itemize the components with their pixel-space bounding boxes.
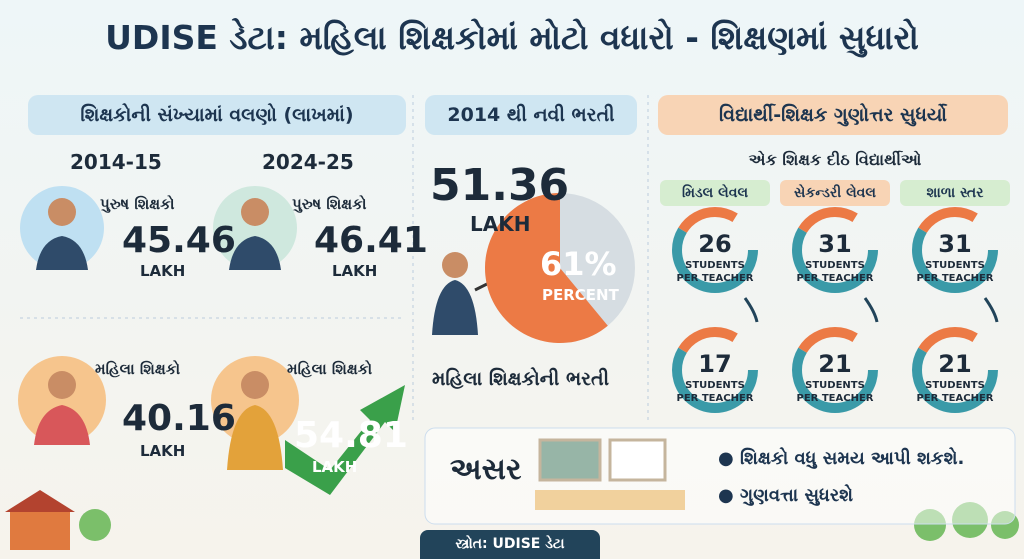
- male-value: 46.41: [314, 220, 428, 261]
- ratio-unit: STUDENTS: [685, 260, 745, 271]
- panel-heading: શિક્ષકોની સંખ્યામાં વલણો (લાખમાં): [28, 95, 406, 135]
- ratio-unit: PER TEACHER: [916, 273, 994, 284]
- ratio-unit: PER TEACHER: [676, 393, 754, 404]
- series-label: મહિલા શિક્ષકો: [95, 360, 181, 378]
- year: 2024-25: [262, 150, 354, 174]
- ratio-ring-accent: [792, 327, 878, 413]
- pie-slice: [485, 193, 608, 344]
- female-value: 54.81: [294, 415, 408, 456]
- unit: LAKH: [140, 262, 186, 280]
- ratio-value: 26: [698, 230, 732, 258]
- level-pill: મિડલ લેવલ: [660, 180, 770, 206]
- ratio-unit: STUDENTS: [685, 380, 745, 391]
- panel-heading: 2014 થી નવી ભરતી: [425, 95, 637, 135]
- unit: LAKH: [332, 262, 378, 280]
- avatar-bg: [211, 356, 299, 444]
- impact-point: ● ગુણવત્તા સુધરશે: [718, 485, 854, 506]
- subheading: એક શિક્ષક દીઠ વિદ્યાર્થીઓ: [748, 150, 922, 169]
- caption: મહિલા શિક્ષકોની ભરતી: [432, 368, 610, 390]
- ratio-ring: [792, 207, 878, 293]
- ratio-unit: STUDENTS: [925, 260, 985, 271]
- male-value: 45.46: [122, 220, 236, 261]
- school-icon: [5, 490, 75, 550]
- ratio-ring-accent: [672, 327, 758, 413]
- share-unit: PERCENT: [542, 286, 619, 304]
- female-value: 40.16: [122, 398, 236, 439]
- title: UDISE ડેટા: મહિલા શિક્ષકોમાં મોટો વધારો …: [105, 18, 919, 57]
- level-pill: શાળા સ્તર: [900, 180, 1010, 206]
- female-icon: [34, 371, 90, 445]
- male-icon: [229, 198, 281, 270]
- ratio-unit: STUDENTS: [925, 380, 985, 391]
- ratio-unit: PER TEACHER: [796, 393, 874, 404]
- ratio-ring: [792, 327, 878, 413]
- impact-text: ગુણવત્તા સુધરશે: [739, 485, 854, 506]
- series-label: પુરુષ શિક્ષકો: [292, 195, 367, 213]
- footer: સ્ત્રોત: UDISE ડેટા: [420, 530, 600, 559]
- avatar-bg: [20, 186, 104, 270]
- ratio-unit: PER TEACHER: [796, 273, 874, 284]
- impact-text: શિક્ષકો વધુ સમય આપી શકશે.: [739, 448, 965, 469]
- ratio-value: 21: [938, 350, 972, 378]
- level-pill: સેકન્ડરી લેવલ: [780, 180, 890, 206]
- ratio-unit: STUDENTS: [805, 380, 865, 391]
- male-icon: [36, 198, 88, 270]
- total-value: 51.36: [430, 160, 570, 211]
- ratio-ring-accent: [672, 207, 758, 293]
- ratio-unit: STUDENTS: [805, 260, 865, 271]
- impact-box: [424, 427, 1016, 525]
- avatar-bg: [18, 356, 106, 444]
- ratio-ring: [672, 207, 758, 293]
- impact-point: ● શિક્ષકો વધુ સમય આપી શકશે.: [718, 448, 965, 469]
- arrow: [863, 297, 879, 323]
- ratio-value: 31: [938, 230, 972, 258]
- ratio-ring: [672, 327, 758, 413]
- ratio-ring: [912, 207, 998, 293]
- unit: LAKH: [140, 442, 186, 460]
- ratio-value: 21: [818, 350, 852, 378]
- arrow: [743, 297, 759, 323]
- teacher-icon: [432, 252, 516, 335]
- avatar-bg: [213, 186, 297, 270]
- unit: LAKH: [312, 458, 358, 476]
- series-label: પુરુષ શિક્ષકો: [100, 195, 175, 213]
- ratio-unit: PER TEACHER: [676, 273, 754, 284]
- female-icon: [227, 371, 283, 470]
- unit: LAKH: [470, 212, 531, 236]
- arrow: [983, 297, 999, 323]
- ratio-ring: [912, 327, 998, 413]
- ratio-unit: PER TEACHER: [916, 393, 994, 404]
- ratio-ring-accent: [912, 327, 998, 413]
- impact-label: અસર: [450, 452, 522, 487]
- ratio-value: 31: [818, 230, 852, 258]
- ratio-value: 17: [698, 350, 732, 378]
- growth-arrow: [285, 385, 405, 495]
- share-label: 61%: [540, 245, 617, 283]
- series-label: મહિલા શિક્ષકો: [287, 360, 373, 378]
- panel-heading: વિદ્યાર્થી-શિક્ષક ગુણોત્તર સુધર્યો: [658, 95, 1008, 135]
- year: 2014-15: [70, 150, 162, 174]
- ratio-ring-accent: [912, 207, 998, 293]
- ratio-ring-accent: [792, 207, 878, 293]
